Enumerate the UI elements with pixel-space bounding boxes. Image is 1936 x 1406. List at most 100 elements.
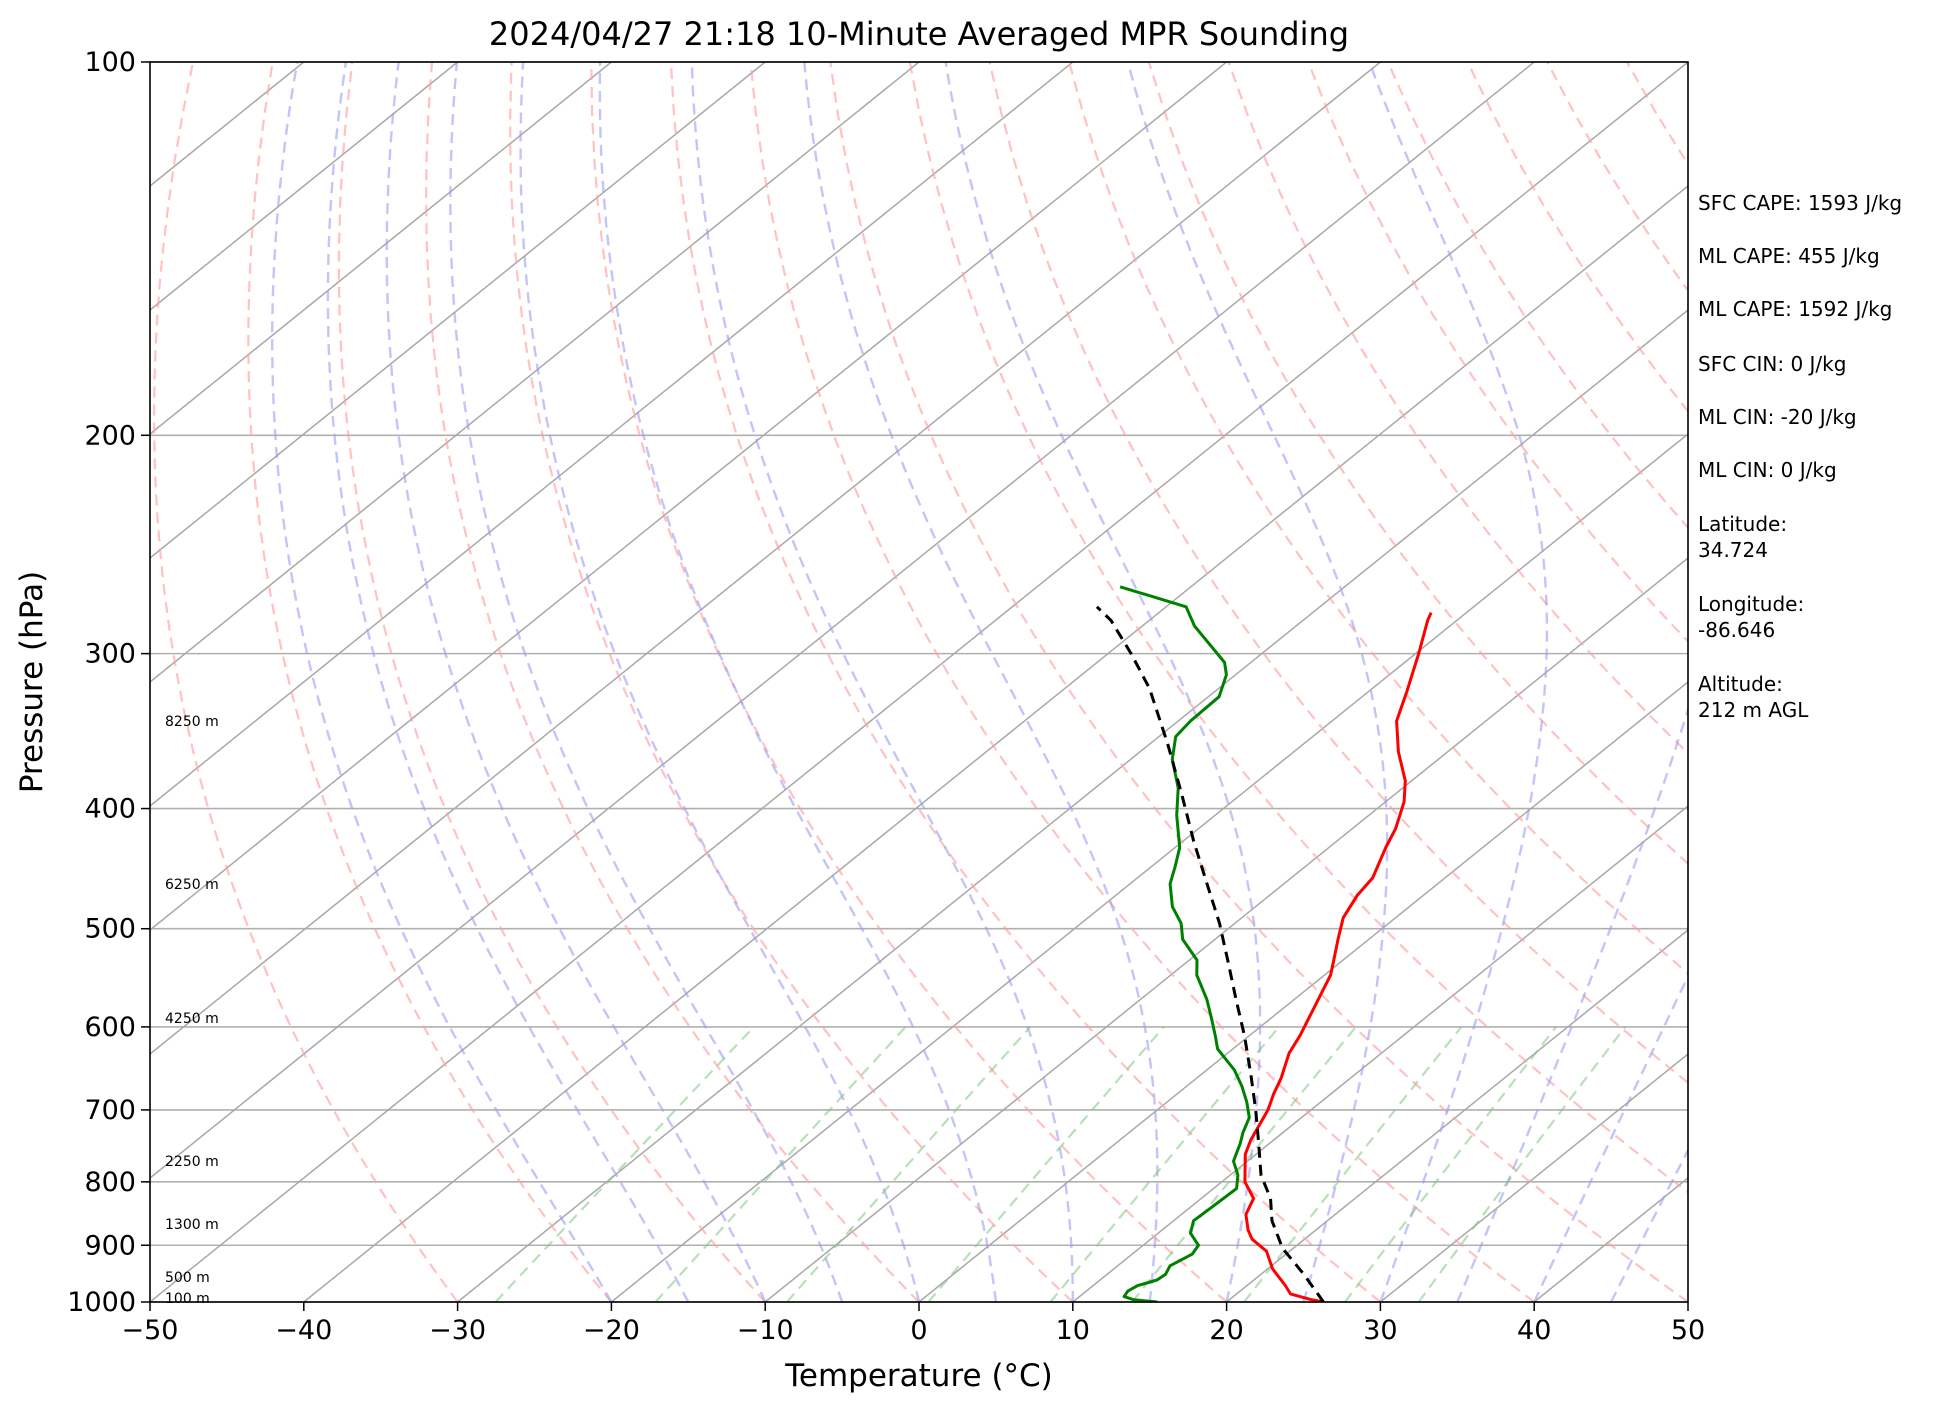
height-label: 1300 m — [165, 1217, 219, 1233]
sounding-profiles — [1095, 585, 1433, 1302]
isotherm-line — [150, 62, 1228, 931]
mixing-ratio-line — [494, 1026, 755, 1302]
moist-adiabat — [385, 62, 767, 1302]
moist-adiabat — [1456, 62, 1688, 1302]
isotherm-line — [457, 309, 1688, 1302]
isotherm-line — [150, 62, 1074, 807]
moist-adiabat — [690, 62, 1074, 1302]
moist-adiabat — [1126, 62, 1389, 1302]
height-label: 100 m — [165, 1291, 210, 1307]
height-label: 8250 m — [165, 714, 219, 730]
height-label: 2250 m — [165, 1154, 219, 1170]
isotherm-line — [150, 62, 1381, 1055]
altitude-value: 212 m AGL — [1698, 698, 1809, 722]
y-tick-label: 500 — [84, 914, 136, 945]
y-tick-label: 900 — [84, 1230, 136, 1261]
y-tick-label: 600 — [84, 1012, 136, 1043]
isotherm-line — [150, 62, 766, 559]
x-tick-label: 20 — [1209, 1315, 1243, 1346]
x-tick-label: 10 — [1056, 1315, 1090, 1346]
ml-cape-text: ML CAPE: 455 J/kg — [1698, 244, 1880, 268]
chart-title: 2024/04/27 21:18 10-Minute Averaged MPR … — [489, 15, 1349, 53]
y-tick-label: 700 — [84, 1095, 136, 1126]
mixing-ratio-line — [1131, 1026, 1357, 1302]
height-labels: 100 m 500 m 1300 m 2250 m 4250 m 6250 m 8250 m — [165, 714, 219, 1307]
y-tick-label: 200 — [84, 420, 136, 451]
x-tick-label: 30 — [1363, 1315, 1397, 1346]
longitude-label: Longitude: — [1698, 592, 1805, 616]
dry-adiabat — [908, 62, 1688, 1194]
dry-adiabat — [152, 62, 459, 1302]
mixing-ratio-line — [786, 1026, 1032, 1302]
mixing-ratio-line — [1417, 1026, 1627, 1302]
isotherm-line — [303, 185, 1688, 1302]
isotherm-line — [918, 681, 1688, 1302]
temperature-line — [1243, 611, 1433, 1302]
ml-cin-text: ML CIN: -20 J/kg — [1698, 405, 1857, 429]
isotherm-line — [1226, 929, 1688, 1302]
dry-adiabat — [829, 62, 1688, 1302]
dry-adiabat — [424, 62, 920, 1302]
x-axis-label: Temperature (°C) — [784, 1358, 1053, 1394]
moist-adiabat — [326, 62, 690, 1302]
height-label: 6250 m — [165, 877, 219, 893]
sfc-cin-text: SFC CIN: 0 J/kg — [1698, 352, 1847, 376]
moist-adiabat — [449, 62, 844, 1302]
x-tick-label: 50 — [1671, 1315, 1705, 1346]
x-tick-label: −30 — [429, 1315, 486, 1346]
x-axis: −50 −40 −30 −20 −10 0 10 20 30 40 50 — [122, 1302, 1705, 1346]
isotherm-line — [150, 62, 612, 435]
dry-adiabat — [988, 62, 1688, 1085]
x-tick-label: 0 — [910, 1315, 927, 1346]
isotherm-line — [150, 62, 1688, 1302]
y-tick-label: 400 — [84, 794, 136, 825]
dry-adiabat — [590, 62, 1228, 1302]
moist-adiabat — [803, 62, 1159, 1302]
mixing-ratio-line — [1344, 1026, 1557, 1302]
moist-adiabat — [519, 62, 921, 1302]
altitude-label: Altitude: — [1698, 672, 1783, 696]
moist-adiabat — [598, 62, 998, 1302]
y-tick-label: 100 — [84, 47, 136, 78]
height-label: 4250 m — [165, 1011, 219, 1027]
isotherm-line — [150, 62, 459, 311]
latitude-label: Latitude: — [1698, 512, 1788, 536]
longitude-value: -86.646 — [1698, 618, 1776, 642]
background-lines — [150, 62, 1688, 1302]
y-tick-label: 1000 — [67, 1287, 136, 1318]
x-tick-label: −20 — [583, 1315, 640, 1346]
mixing-ratio-line — [654, 1026, 907, 1302]
moist-adiabat — [1533, 973, 1688, 1302]
y-tick-label: 300 — [84, 639, 136, 670]
y-axis-label: Pressure (hPa) — [14, 571, 50, 793]
y-axis: 100 200 300 400 500 600 700 800 900 1000 — [67, 47, 150, 1318]
dry-adiabat — [247, 62, 613, 1302]
isotherm-line — [150, 62, 1535, 1179]
dry-adiabat — [749, 62, 1535, 1302]
isotherm-line — [1379, 1053, 1688, 1302]
moist-adiabat — [944, 62, 1262, 1302]
ml-cape-text-2: ML CAPE: 1592 J/kg — [1698, 297, 1893, 321]
y-tick-label: 800 — [84, 1167, 136, 1198]
sfc-cape-text: SFC CAPE: 1593 J/kg — [1698, 191, 1903, 215]
isotherm-line — [764, 557, 1688, 1302]
dry-adiabat — [1147, 62, 1688, 866]
dry-adiabat — [669, 62, 1382, 1302]
isotherm-line — [150, 62, 920, 683]
height-label: 500 m — [165, 1270, 210, 1286]
dry-adiabat — [1068, 62, 1688, 975]
dry-adiabat — [1227, 62, 1688, 755]
x-tick-label: 40 — [1517, 1315, 1551, 1346]
dry-adiabat — [337, 62, 767, 1302]
isotherm-line — [610, 433, 1688, 1302]
moist-adiabat — [1610, 1147, 1688, 1302]
moist-adiabat — [271, 62, 613, 1302]
x-tick-label: −10 — [737, 1315, 794, 1346]
latitude-value: 34.724 — [1698, 538, 1768, 562]
x-tick-label: −50 — [122, 1315, 179, 1346]
x-tick-label: −40 — [275, 1315, 332, 1346]
mixing-ratio-line — [1243, 1026, 1463, 1302]
isotherm-line — [1072, 805, 1688, 1302]
dewpoint-line — [1119, 585, 1251, 1302]
